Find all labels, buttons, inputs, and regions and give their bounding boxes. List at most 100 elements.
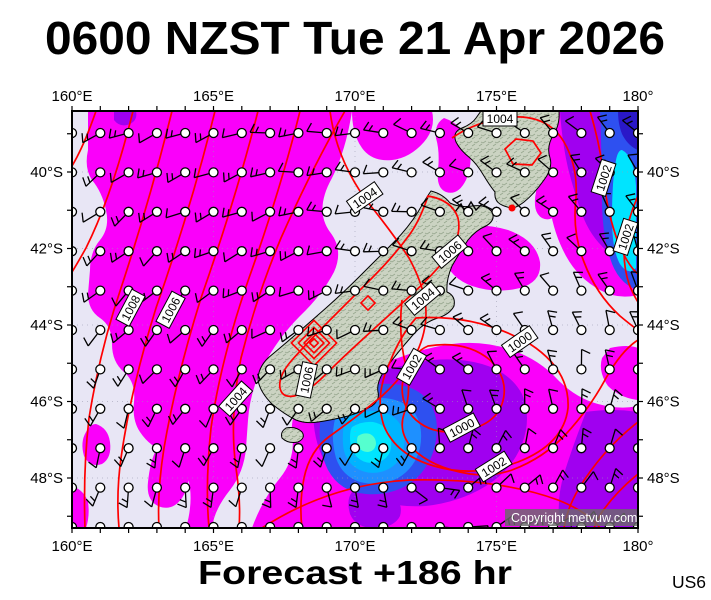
station-circle bbox=[491, 364, 502, 375]
station-circle bbox=[264, 364, 276, 375]
barb-shaft bbox=[570, 155, 580, 169]
barb-feather bbox=[83, 337, 89, 347]
barb-feather bbox=[88, 461, 97, 469]
barb-feather bbox=[582, 433, 589, 438]
station-circle bbox=[208, 364, 219, 375]
barb-feather bbox=[152, 539, 158, 541]
barb-feather bbox=[626, 120, 633, 125]
barb-shaft bbox=[262, 412, 270, 428]
barb-feather bbox=[455, 121, 462, 127]
isobar-label-box bbox=[345, 180, 384, 215]
wind-barb bbox=[572, 271, 587, 296]
barb-feather bbox=[334, 161, 341, 171]
wind-barb bbox=[193, 246, 219, 259]
barb-feather bbox=[638, 355, 644, 358]
barb-feather bbox=[94, 538, 100, 541]
barb-feather bbox=[170, 130, 173, 137]
barb-shaft bbox=[117, 372, 127, 387]
barb-feather bbox=[149, 458, 156, 464]
barb-shaft bbox=[306, 130, 323, 134]
barb-feather bbox=[645, 435, 649, 440]
wind-barb bbox=[334, 284, 361, 296]
barb-feather bbox=[255, 420, 264, 429]
wind-barb bbox=[362, 164, 389, 178]
barb-feather bbox=[639, 349, 648, 353]
barb-feather bbox=[335, 366, 338, 377]
barb-feather bbox=[295, 545, 304, 546]
barb-shaft bbox=[306, 251, 323, 256]
barb-shaft bbox=[355, 491, 359, 508]
barb-shaft bbox=[392, 322, 408, 330]
wind-barb bbox=[478, 196, 502, 217]
wind-barb bbox=[622, 115, 638, 139]
station-circle bbox=[264, 482, 276, 493]
station-circle bbox=[293, 167, 304, 178]
station-circle bbox=[151, 167, 163, 178]
barb-feather bbox=[113, 459, 122, 468]
barb-feather bbox=[257, 373, 261, 381]
barb-feather bbox=[348, 504, 359, 508]
station-circle bbox=[208, 403, 219, 414]
isobar-label-box bbox=[217, 380, 254, 418]
station-circle bbox=[378, 443, 389, 454]
station-circle bbox=[463, 403, 474, 414]
wind-barb bbox=[334, 161, 361, 178]
barb-feather bbox=[615, 468, 624, 476]
rain-area bbox=[357, 433, 376, 452]
barb-shaft bbox=[512, 313, 523, 327]
barb-feather bbox=[255, 126, 260, 133]
barb-feather bbox=[166, 252, 170, 263]
barb-shaft bbox=[364, 370, 380, 379]
barb-feather bbox=[172, 414, 177, 421]
barb-feather bbox=[59, 421, 66, 427]
barb-shaft bbox=[222, 212, 238, 218]
barb-feather bbox=[261, 543, 269, 547]
barb-feather bbox=[396, 205, 401, 212]
barb-feather bbox=[456, 199, 463, 204]
wind-barb bbox=[566, 233, 587, 257]
station-circle bbox=[72, 127, 78, 139]
barb-shaft bbox=[147, 412, 156, 428]
station-circle bbox=[434, 482, 446, 493]
wind-barb bbox=[519, 388, 534, 414]
barb-feather bbox=[322, 504, 332, 508]
barb-feather bbox=[397, 319, 403, 326]
rain-area bbox=[600, 346, 638, 400]
station-circle bbox=[632, 364, 638, 375]
barb-shaft bbox=[195, 134, 210, 144]
barb-feather bbox=[511, 161, 517, 167]
barb-feather bbox=[82, 177, 87, 187]
barb-feather bbox=[482, 232, 493, 238]
barb-feather bbox=[196, 337, 203, 347]
wind-barb bbox=[278, 285, 304, 297]
barb-shaft bbox=[488, 389, 496, 405]
station-circle bbox=[519, 443, 530, 454]
barb-feather bbox=[90, 378, 96, 384]
isobar-label: 1006 bbox=[295, 361, 318, 399]
barb-shaft bbox=[572, 272, 581, 287]
barb-shaft bbox=[450, 122, 465, 132]
barb-shaft bbox=[622, 119, 635, 131]
barb-feather bbox=[338, 457, 346, 466]
barb-shaft bbox=[386, 530, 396, 542]
barb-shaft bbox=[279, 291, 295, 297]
barb-shaft bbox=[541, 234, 552, 248]
wind-barb bbox=[448, 276, 474, 296]
pressure-center-contour bbox=[359, 294, 377, 312]
station-circle bbox=[151, 403, 163, 414]
lat-label: 48°S bbox=[647, 470, 680, 487]
barb-shaft bbox=[610, 389, 616, 405]
barb-feather bbox=[517, 276, 524, 279]
barb-feather bbox=[387, 542, 396, 545]
barb-shaft bbox=[226, 332, 239, 344]
wind-barb bbox=[364, 364, 389, 379]
barb-feather bbox=[581, 388, 591, 394]
station-circle bbox=[151, 324, 163, 336]
barb-shaft bbox=[126, 492, 129, 508]
barb-shaft bbox=[250, 251, 266, 258]
wind-barb bbox=[420, 197, 446, 217]
barb-shaft bbox=[87, 333, 99, 347]
station-circle bbox=[519, 403, 530, 414]
barb-feather bbox=[622, 115, 632, 121]
station-circle bbox=[123, 167, 134, 178]
